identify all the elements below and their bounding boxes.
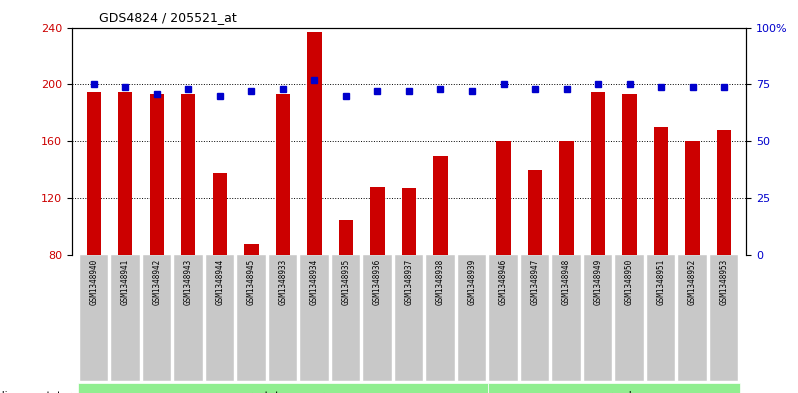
FancyBboxPatch shape — [80, 255, 108, 381]
FancyBboxPatch shape — [269, 255, 297, 381]
Bar — [150, 94, 164, 255]
Bar — [591, 92, 605, 255]
Bar — [276, 94, 290, 255]
Text: GSM1348944: GSM1348944 — [215, 259, 224, 305]
Text: GSM1348949: GSM1348949 — [594, 259, 602, 305]
FancyBboxPatch shape — [78, 383, 488, 393]
Bar — [717, 130, 731, 255]
Bar — [496, 141, 511, 255]
FancyBboxPatch shape — [584, 255, 612, 381]
Text: GSM1348952: GSM1348952 — [688, 259, 697, 305]
Bar — [528, 170, 542, 255]
Text: GSM1348934: GSM1348934 — [310, 259, 319, 305]
Text: GSM1348946: GSM1348946 — [499, 259, 508, 305]
Text: GSM1348935: GSM1348935 — [342, 259, 350, 305]
Text: GSM1348942: GSM1348942 — [152, 259, 161, 305]
Text: ▶: ▶ — [71, 391, 77, 393]
FancyBboxPatch shape — [458, 255, 486, 381]
FancyBboxPatch shape — [488, 383, 740, 393]
FancyBboxPatch shape — [237, 255, 266, 381]
Text: GSM1348943: GSM1348943 — [184, 259, 193, 305]
Bar — [244, 244, 259, 255]
Bar — [402, 189, 416, 255]
Text: GSM1348945: GSM1348945 — [247, 259, 256, 305]
Text: GSM1348951: GSM1348951 — [657, 259, 666, 305]
Text: prostate cancer: prostate cancer — [242, 391, 324, 393]
FancyBboxPatch shape — [111, 255, 140, 381]
Bar — [685, 141, 700, 255]
Text: GSM1348953: GSM1348953 — [720, 259, 729, 305]
Text: GSM1348940: GSM1348940 — [89, 259, 98, 305]
Text: GDS4824 / 205521_at: GDS4824 / 205521_at — [99, 11, 236, 24]
Text: disease state: disease state — [0, 391, 68, 393]
Text: GSM1348941: GSM1348941 — [120, 259, 130, 305]
Text: GSM1348939: GSM1348939 — [468, 259, 476, 305]
Bar — [559, 141, 574, 255]
FancyBboxPatch shape — [206, 255, 234, 381]
Bar — [307, 32, 322, 255]
Text: GSM1348933: GSM1348933 — [279, 259, 287, 305]
FancyBboxPatch shape — [332, 255, 360, 381]
FancyBboxPatch shape — [521, 255, 549, 381]
FancyBboxPatch shape — [615, 255, 644, 381]
FancyBboxPatch shape — [710, 255, 738, 381]
Text: GSM1348947: GSM1348947 — [531, 259, 539, 305]
Text: normal: normal — [595, 391, 632, 393]
Text: GSM1348938: GSM1348938 — [436, 259, 445, 305]
Bar — [622, 94, 637, 255]
FancyBboxPatch shape — [300, 255, 329, 381]
Text: GSM1348937: GSM1348937 — [405, 259, 413, 305]
FancyBboxPatch shape — [678, 255, 707, 381]
Bar — [181, 94, 196, 255]
Text: GSM1348936: GSM1348936 — [373, 259, 382, 305]
Bar — [87, 92, 101, 255]
FancyBboxPatch shape — [143, 255, 171, 381]
FancyBboxPatch shape — [174, 255, 203, 381]
Bar — [213, 173, 227, 255]
Bar — [433, 156, 448, 255]
Text: GSM1348948: GSM1348948 — [562, 259, 571, 305]
FancyBboxPatch shape — [552, 255, 581, 381]
Bar — [654, 127, 668, 255]
FancyBboxPatch shape — [426, 255, 455, 381]
Bar — [370, 187, 385, 255]
Text: GSM1348950: GSM1348950 — [625, 259, 634, 305]
Bar — [118, 92, 132, 255]
FancyBboxPatch shape — [647, 255, 675, 381]
FancyBboxPatch shape — [395, 255, 423, 381]
FancyBboxPatch shape — [363, 255, 392, 381]
FancyBboxPatch shape — [489, 255, 518, 381]
Bar — [339, 220, 353, 255]
